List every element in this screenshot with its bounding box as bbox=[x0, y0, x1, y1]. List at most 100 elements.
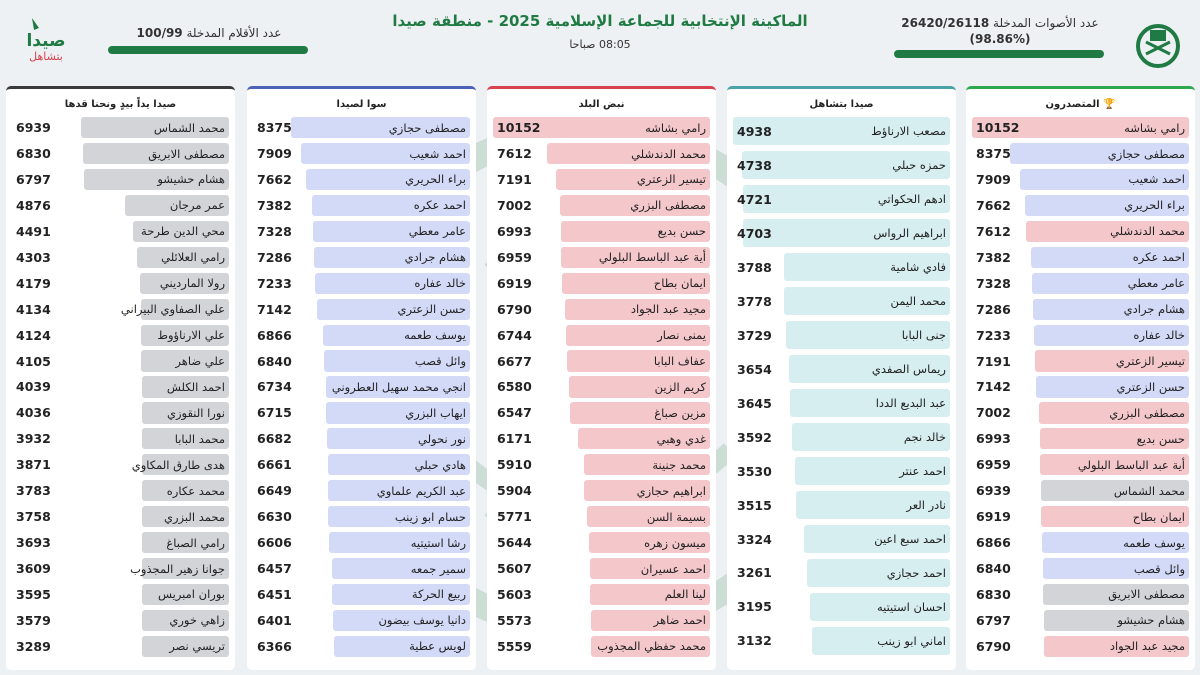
vote-count: 5559 bbox=[497, 638, 532, 654]
candidate-name: احمد عكره bbox=[413, 198, 466, 213]
candidate-row: 5771 بسيمة السن bbox=[493, 506, 710, 528]
vote-bar bbox=[493, 117, 710, 139]
candidate-row: 6171 غدي وهبي bbox=[493, 428, 710, 450]
vote-bar bbox=[141, 350, 229, 372]
vote-bar bbox=[332, 583, 470, 606]
candidate-row: 7191 تيسير الزعتري bbox=[493, 168, 710, 191]
vote-bar bbox=[327, 454, 470, 476]
vote-count: 3195 bbox=[737, 599, 772, 615]
candidate-name: يوسف طعمه bbox=[1123, 535, 1185, 550]
vote-count: 5603 bbox=[497, 586, 532, 602]
vote-count: 3261 bbox=[737, 565, 772, 581]
candidate-name: رامي الصباغ bbox=[166, 535, 225, 550]
vote-bar bbox=[328, 506, 470, 528]
vote-bar bbox=[783, 286, 950, 316]
vote-bar bbox=[139, 272, 229, 294]
vote-bar bbox=[562, 272, 710, 294]
vote-bar bbox=[1042, 557, 1189, 580]
candidate-name: انجي محمد سهيل العطروني bbox=[331, 379, 466, 394]
vote-count: 7909 bbox=[257, 146, 292, 162]
candidate-row: 6797 هشام حشيشو bbox=[12, 168, 229, 191]
candidate-row: 5603 لينا العلم bbox=[493, 583, 710, 606]
candidate-name: محمد الدندشلي bbox=[631, 146, 706, 161]
candidate-row: 6993 حسن بديع bbox=[972, 428, 1189, 450]
column-title: صيدا بتشاهل bbox=[809, 99, 874, 110]
candidate-row: 4124 علي الارناؤوط bbox=[12, 324, 229, 346]
candidate-name: عمر مرجان bbox=[169, 198, 225, 213]
candidate-name: مصعب الارناؤط bbox=[871, 124, 946, 139]
candidate-row: 3132 اماني ابو زينب bbox=[733, 626, 950, 656]
vote-count: 6744 bbox=[497, 327, 532, 343]
jamaa-logo-icon bbox=[1132, 18, 1184, 70]
candidate-name: احمد عكره bbox=[1132, 250, 1185, 265]
column-title: صيدا يداً بيدٍ ونحنا قدها bbox=[64, 99, 177, 110]
candidate-row: 7286 هشام جرادي bbox=[972, 298, 1189, 320]
candidate-name: محمد اليمن bbox=[890, 294, 947, 309]
candidate-row: 5559 محمد حفظي المجذوب bbox=[493, 635, 710, 657]
candidate-name: ابراهيم الرواس bbox=[873, 226, 946, 241]
candidate-name: احمد عسيران bbox=[640, 561, 706, 576]
vote-count: 6959 bbox=[497, 249, 532, 265]
vote-count: 8375 bbox=[257, 120, 292, 136]
vote-count: 7233 bbox=[257, 275, 292, 291]
vote-bar bbox=[1043, 609, 1189, 631]
vote-bar bbox=[741, 150, 950, 180]
candidate-row: 6993 حسن بديع bbox=[493, 220, 710, 242]
vote-bar bbox=[1036, 376, 1189, 398]
candidate-row: 4179 رولا المارديني bbox=[12, 272, 229, 294]
vote-bar bbox=[1043, 583, 1189, 606]
votes-progress-bar bbox=[894, 50, 1104, 58]
candidate-name: احمد سبع اعين bbox=[874, 532, 946, 546]
candidate-row: 10152 رامي بشاشه bbox=[972, 117, 1189, 139]
vote-count: 7612 bbox=[976, 223, 1011, 239]
candidate-name: هشام حشيشو bbox=[157, 172, 225, 187]
vote-bar bbox=[142, 609, 229, 631]
vote-count: 5607 bbox=[497, 561, 532, 577]
candidate-name: ايهاب البزري bbox=[405, 405, 466, 420]
candidate-row: 7328 عامر معطي bbox=[972, 272, 1189, 294]
vote-count: 7233 bbox=[976, 327, 1011, 343]
candidate-name: خالد نجم bbox=[903, 430, 946, 445]
candidate-name: رامي بشاشه bbox=[1124, 120, 1185, 135]
vote-count: 6919 bbox=[976, 509, 1011, 525]
vote-bar bbox=[328, 532, 470, 554]
candidate-name: ريماس الصفدي bbox=[871, 362, 946, 377]
vote-count: 6451 bbox=[257, 586, 292, 602]
candidate-name: محمد الدندشلي bbox=[1110, 224, 1185, 239]
vote-bar bbox=[306, 168, 470, 191]
vote-bar bbox=[1040, 480, 1189, 502]
candidate-row: 3261 احمد حجازي bbox=[733, 558, 950, 588]
candidate-name: محي الدين طرحة bbox=[141, 224, 225, 239]
candidate-row: 10152 رامي بشاشه bbox=[493, 117, 710, 139]
vote-count: 3595 bbox=[16, 586, 51, 602]
candidate-name: محمد البابا bbox=[174, 431, 225, 446]
candidate-row: 7382 احمد عكره bbox=[972, 246, 1189, 268]
page-title: الماكينة الإنتخابية للجماعة الإسلامية 20… bbox=[392, 12, 808, 30]
vote-count: 6840 bbox=[257, 353, 292, 369]
candidate-name: هشام حشيشو bbox=[1117, 613, 1185, 628]
candidate-row: 7382 احمد عكره bbox=[253, 194, 470, 216]
candidate-list: 8375 مصطفى حجازي 7909 احمد شعيب 7662 براء الح… bbox=[253, 117, 470, 662]
vote-bar bbox=[140, 324, 229, 346]
vote-bar bbox=[547, 142, 710, 165]
column-title: 🏆 المتصدرون bbox=[1045, 99, 1116, 110]
vote-count: 3778 bbox=[737, 293, 772, 309]
candidate-row: 6630 حسام ابو زينب bbox=[253, 506, 470, 528]
column-sawa-lsaida: سوا لصيدا 8375 مصطفى حجازي 7909 احمد شعيب 76… bbox=[247, 86, 476, 670]
candidate-name: مصطفى حجازي bbox=[1107, 146, 1185, 161]
candidate-name: هدى طارق المكاوي bbox=[131, 457, 225, 472]
vote-count: 4721 bbox=[737, 191, 772, 207]
vote-bar bbox=[142, 480, 229, 502]
candidate-name: احمد عنتر bbox=[899, 464, 946, 479]
candidate-name: تيسير الزعتري bbox=[636, 172, 706, 187]
candidate-name: مجيد عبد الجواد bbox=[630, 302, 706, 317]
candidate-row: 8375 مصطفى حجازي bbox=[253, 117, 470, 139]
vote-bar bbox=[794, 456, 950, 486]
vote-count: 3871 bbox=[16, 457, 51, 473]
candidate-name: دانيا يوسف بيضون bbox=[378, 613, 466, 628]
vote-count: 4738 bbox=[737, 157, 772, 173]
candidate-row: 6840 وائل قصب bbox=[253, 350, 470, 372]
vote-count: 7382 bbox=[257, 197, 292, 213]
candidate-name: عامر معطي bbox=[1127, 276, 1185, 291]
candidate-name: محمد حفظي المجذوب bbox=[597, 639, 706, 654]
